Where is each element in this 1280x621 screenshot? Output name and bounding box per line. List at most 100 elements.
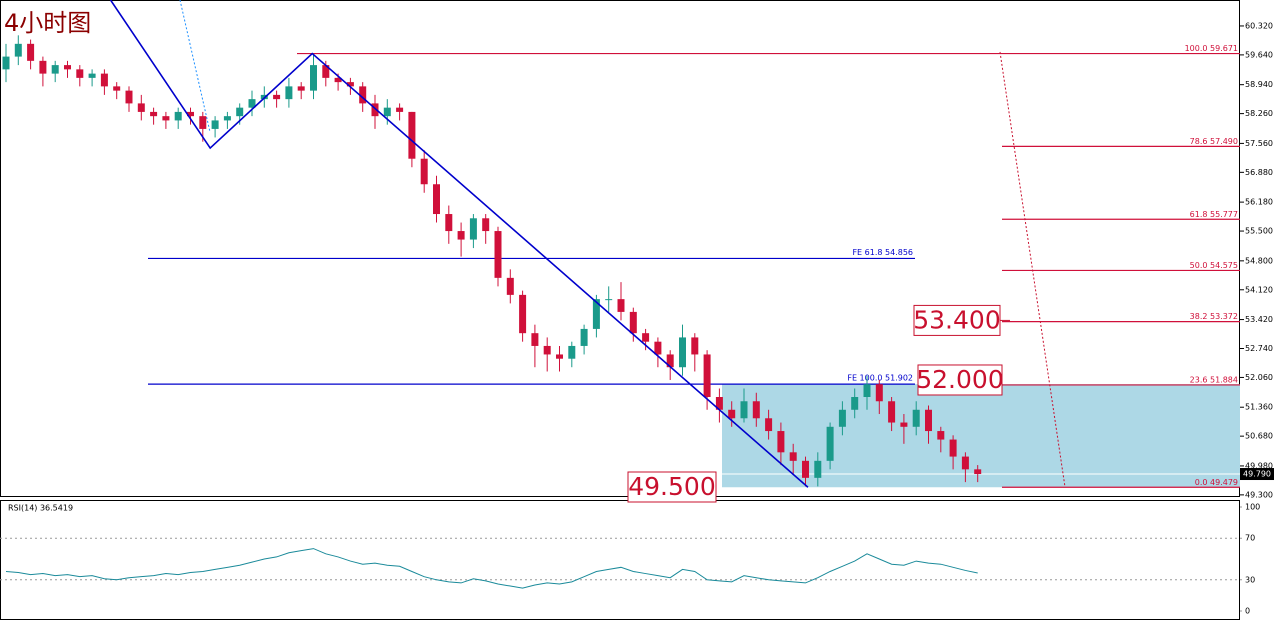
candle-body (777, 431, 785, 453)
candle-body (322, 65, 330, 78)
candle-body (310, 65, 317, 91)
candle-body (568, 345, 576, 359)
target-box (917, 364, 1003, 396)
candle-body (543, 345, 551, 355)
candle-body (617, 299, 625, 312)
fib-label: 50.0 54.575 (1190, 261, 1238, 270)
y-tick-label: 100 (1245, 503, 1260, 512)
fib-label: 38.2 53.372 (1190, 312, 1238, 321)
candle-body (838, 409, 846, 427)
last-price-box (1240, 468, 1274, 481)
rsi-title: RSI(14) 36.5419 (8, 504, 73, 513)
y-tick-label: 53.420 (1245, 315, 1273, 324)
candle-body (371, 103, 379, 117)
candle-body (937, 431, 945, 440)
candle-body (851, 397, 859, 410)
y-tick-label: 30 (1245, 575, 1255, 584)
candle-body (137, 103, 145, 112)
rsi-panel (0, 500, 1240, 620)
fib-label: 100.0 59.671 (1185, 44, 1238, 53)
target-label: 53.400 (913, 305, 1000, 334)
decor-line (179, 0, 211, 133)
candle-body (187, 111, 194, 117)
candle-body (51, 65, 59, 74)
candle-body (39, 60, 47, 74)
candle-body (740, 401, 748, 419)
candle-body (113, 86, 121, 91)
candle-body (642, 333, 650, 342)
candle-body (396, 107, 404, 112)
candle-body (974, 469, 982, 475)
candle-body (531, 333, 539, 346)
candle-body (900, 422, 908, 427)
candle-body (715, 397, 723, 410)
candle-body (174, 111, 182, 121)
y-tick-label: 58.940 (1245, 80, 1273, 89)
candle-body (469, 218, 477, 240)
candle-body (88, 73, 96, 78)
candle-body (654, 341, 662, 355)
candle-body (629, 311, 637, 334)
y-tick-label: 56.880 (1245, 168, 1273, 177)
y-tick-label: 56.180 (1245, 198, 1273, 207)
y-tick-label: 52.740 (1245, 344, 1273, 353)
candle-body (125, 90, 133, 104)
candle-body (703, 354, 711, 398)
last-price-label: 49.790 (1243, 470, 1271, 479)
candle-body (457, 231, 465, 240)
candle-body (912, 409, 920, 427)
y-tick-label: 59.640 (1245, 50, 1273, 59)
y-tick-label: 49.980 (1245, 461, 1273, 470)
y-tick-label: 0 (1245, 607, 1250, 616)
candle-body (482, 218, 490, 232)
candle-body (100, 73, 108, 87)
candle-body (802, 460, 809, 478)
candle-body (14, 43, 22, 57)
candle-body (789, 452, 797, 461)
candle-body (925, 409, 932, 432)
candle-body (445, 214, 453, 232)
fib-label: 23.6 51.884 (1190, 375, 1238, 384)
candle-body (408, 111, 416, 159)
y-tick-label: 54.800 (1245, 256, 1273, 265)
target-box (627, 471, 717, 503)
candle-body (273, 94, 281, 100)
candle-body (863, 384, 871, 398)
y-tick-label: 51.360 (1245, 403, 1273, 412)
candle-body (814, 460, 822, 478)
zigzag (109, 0, 809, 488)
y-tick-label: 58.260 (1245, 109, 1273, 118)
y-tick-label: 70 (1245, 534, 1255, 543)
candle-body (826, 426, 834, 461)
candle-body (728, 409, 736, 419)
candle-body (592, 299, 600, 329)
candle-body (752, 401, 760, 419)
chart-title: 4小时图 (4, 9, 91, 37)
candle-body (285, 86, 293, 100)
candle-body (27, 43, 35, 61)
fib-label: 61.8 55.777 (1190, 210, 1238, 219)
candle-body (506, 277, 514, 295)
fe-label: FE 61.8 54.856 (852, 248, 913, 257)
fib-label: 78.6 57.490 (1190, 137, 1238, 146)
y-tick-label: 49.300 (1245, 490, 1273, 499)
candle-body (888, 401, 896, 423)
candle-body (199, 116, 207, 129)
candle-body (223, 116, 231, 121)
candle-body (691, 337, 699, 355)
candle-body (211, 120, 219, 129)
candle-body (162, 116, 170, 121)
candle-body (236, 107, 244, 117)
candle-body (76, 69, 84, 78)
candle-body (765, 418, 773, 432)
candle-body (580, 328, 588, 346)
y-tick-label: 52.060 (1245, 373, 1273, 382)
y-tick-label: 55.500 (1245, 227, 1273, 236)
fib-label: 0.0 49.479 (1195, 478, 1238, 487)
candle-body (961, 456, 969, 470)
decor-line (999, 51, 1066, 488)
candle-body (666, 354, 674, 368)
candle-body (2, 56, 10, 70)
